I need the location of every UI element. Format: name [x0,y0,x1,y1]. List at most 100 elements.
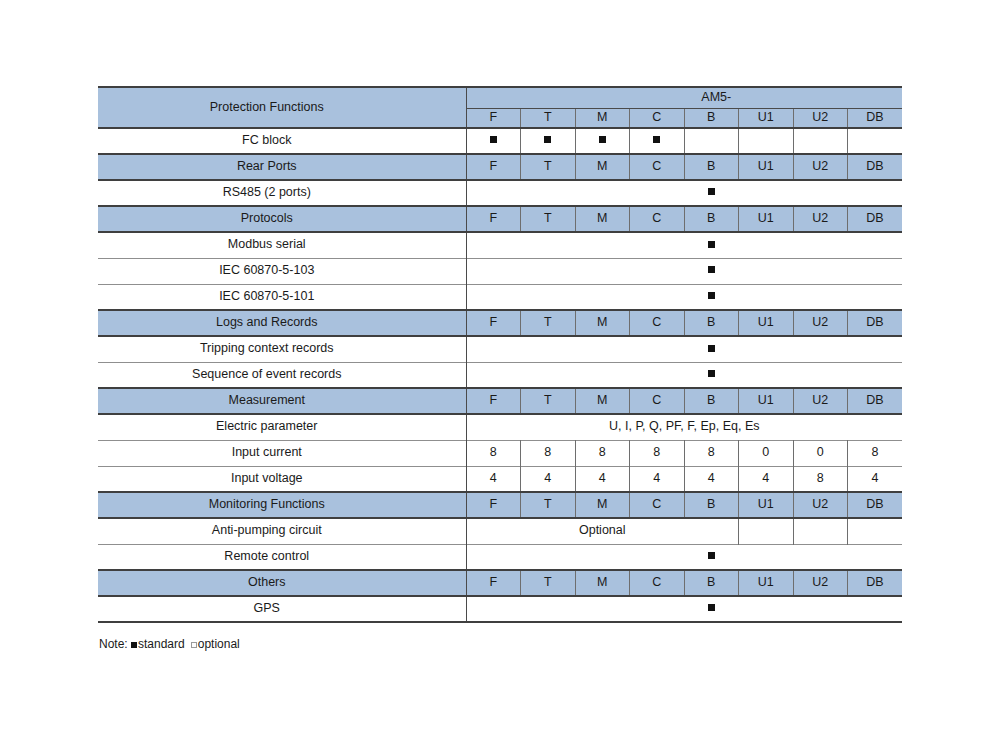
note-optional-label: optional [198,637,240,651]
mark-cell [575,128,630,154]
table-body: FC blockRear PortsFTMCBU1U2DBRS485 (2 po… [98,128,902,622]
section-column-header: F [466,388,521,414]
section-column-header: T [521,154,576,180]
mark-cell [684,258,739,284]
section-column-header: DB [848,206,903,232]
value-cell: 4 [575,466,630,492]
table-row: FC block [98,128,902,154]
table-row: Tripping context records [98,336,902,362]
optional-mark-icon [191,642,197,648]
mark-cell [793,362,848,388]
mark-cell [521,336,576,362]
mark-cell [848,284,903,310]
empty-cell [848,518,903,544]
section-column-header: U2 [793,206,848,232]
mark-cell [630,258,685,284]
section-column-header: M [575,570,630,596]
table-row: ProtocolsFTMCBU1U2DB [98,206,902,232]
standard-mark-icon [708,552,715,559]
section-column-header: DB [848,388,903,414]
section-column-header: F [466,570,521,596]
value-cell: 8 [521,440,576,466]
row-label: IEC 60870-5-101 [98,284,466,310]
section-label: Protocols [98,206,466,232]
mark-cell [630,544,685,570]
row-label: Modbus serial [98,232,466,258]
mark-cell [848,362,903,388]
column-header: DB [848,108,903,128]
mark-cell [630,232,685,258]
section-column-header: U1 [739,570,794,596]
section-column-header: B [684,388,739,414]
section-column-header: U1 [739,154,794,180]
section-label: Monitoring Functions [98,492,466,518]
mark-cell [739,128,794,154]
section-column-header: U1 [739,388,794,414]
mark-cell [848,596,903,622]
mark-cell [575,180,630,206]
series-header: AM5- [466,87,902,108]
mark-cell [521,128,576,154]
section-column-header: DB [848,154,903,180]
mark-cell [521,362,576,388]
note: Note: standardoptional [99,637,240,652]
table-row: Rear PortsFTMCBU1U2DB [98,154,902,180]
mark-cell [466,336,521,362]
standard-mark-icon [131,642,137,648]
column-header: M [575,108,630,128]
mark-cell [466,232,521,258]
mark-cell [848,128,903,154]
mark-cell [575,362,630,388]
mark-cell [684,544,739,570]
section-column-header: U2 [793,154,848,180]
mark-cell [466,180,521,206]
mark-cell [739,362,794,388]
mark-cell [793,284,848,310]
mark-cell [793,232,848,258]
mark-cell [466,596,521,622]
mark-cell [521,284,576,310]
mark-cell [793,544,848,570]
table-row: Logs and RecordsFTMCBU1U2DB [98,310,902,336]
section-column-header: DB [848,310,903,336]
value-cell: 4 [684,466,739,492]
section-label: Measurement [98,388,466,414]
section-column-header: B [684,492,739,518]
spec-table: Protection Functions AM5- FTMCBU1U2DB FC… [98,86,902,623]
section-column-header: M [575,154,630,180]
mark-cell [521,232,576,258]
section-column-header: M [575,492,630,518]
value-cell: 4 [466,466,521,492]
mark-cell [630,336,685,362]
mark-cell [739,596,794,622]
table-row: OthersFTMCBU1U2DB [98,570,902,596]
section-label: Logs and Records [98,310,466,336]
mark-cell [466,362,521,388]
mark-cell [684,284,739,310]
mark-cell [739,284,794,310]
section-column-header: U2 [793,492,848,518]
mark-cell [848,232,903,258]
value-cell: 4 [521,466,576,492]
section-label: Rear Ports [98,154,466,180]
mark-cell [521,180,576,206]
mark-cell [575,544,630,570]
table-row: Monitoring FunctionsFTMCBU1U2DB [98,492,902,518]
series-header-row: Protection Functions AM5- [98,87,902,108]
mark-cell [521,596,576,622]
mark-cell [848,180,903,206]
mark-cell [466,284,521,310]
value-cell: 8 [684,440,739,466]
value-cell: 4 [739,466,794,492]
mark-cell [575,336,630,362]
mark-cell [739,180,794,206]
table-row: Input current88888008 [98,440,902,466]
row-label: Input current [98,440,466,466]
table-row: RS485 (2 ports) [98,180,902,206]
column-header: F [466,108,521,128]
section-column-header: DB [848,492,903,518]
row-label: Electric parameter [98,414,466,440]
mark-cell [521,258,576,284]
section-column-header: U1 [739,492,794,518]
mark-cell [466,128,521,154]
